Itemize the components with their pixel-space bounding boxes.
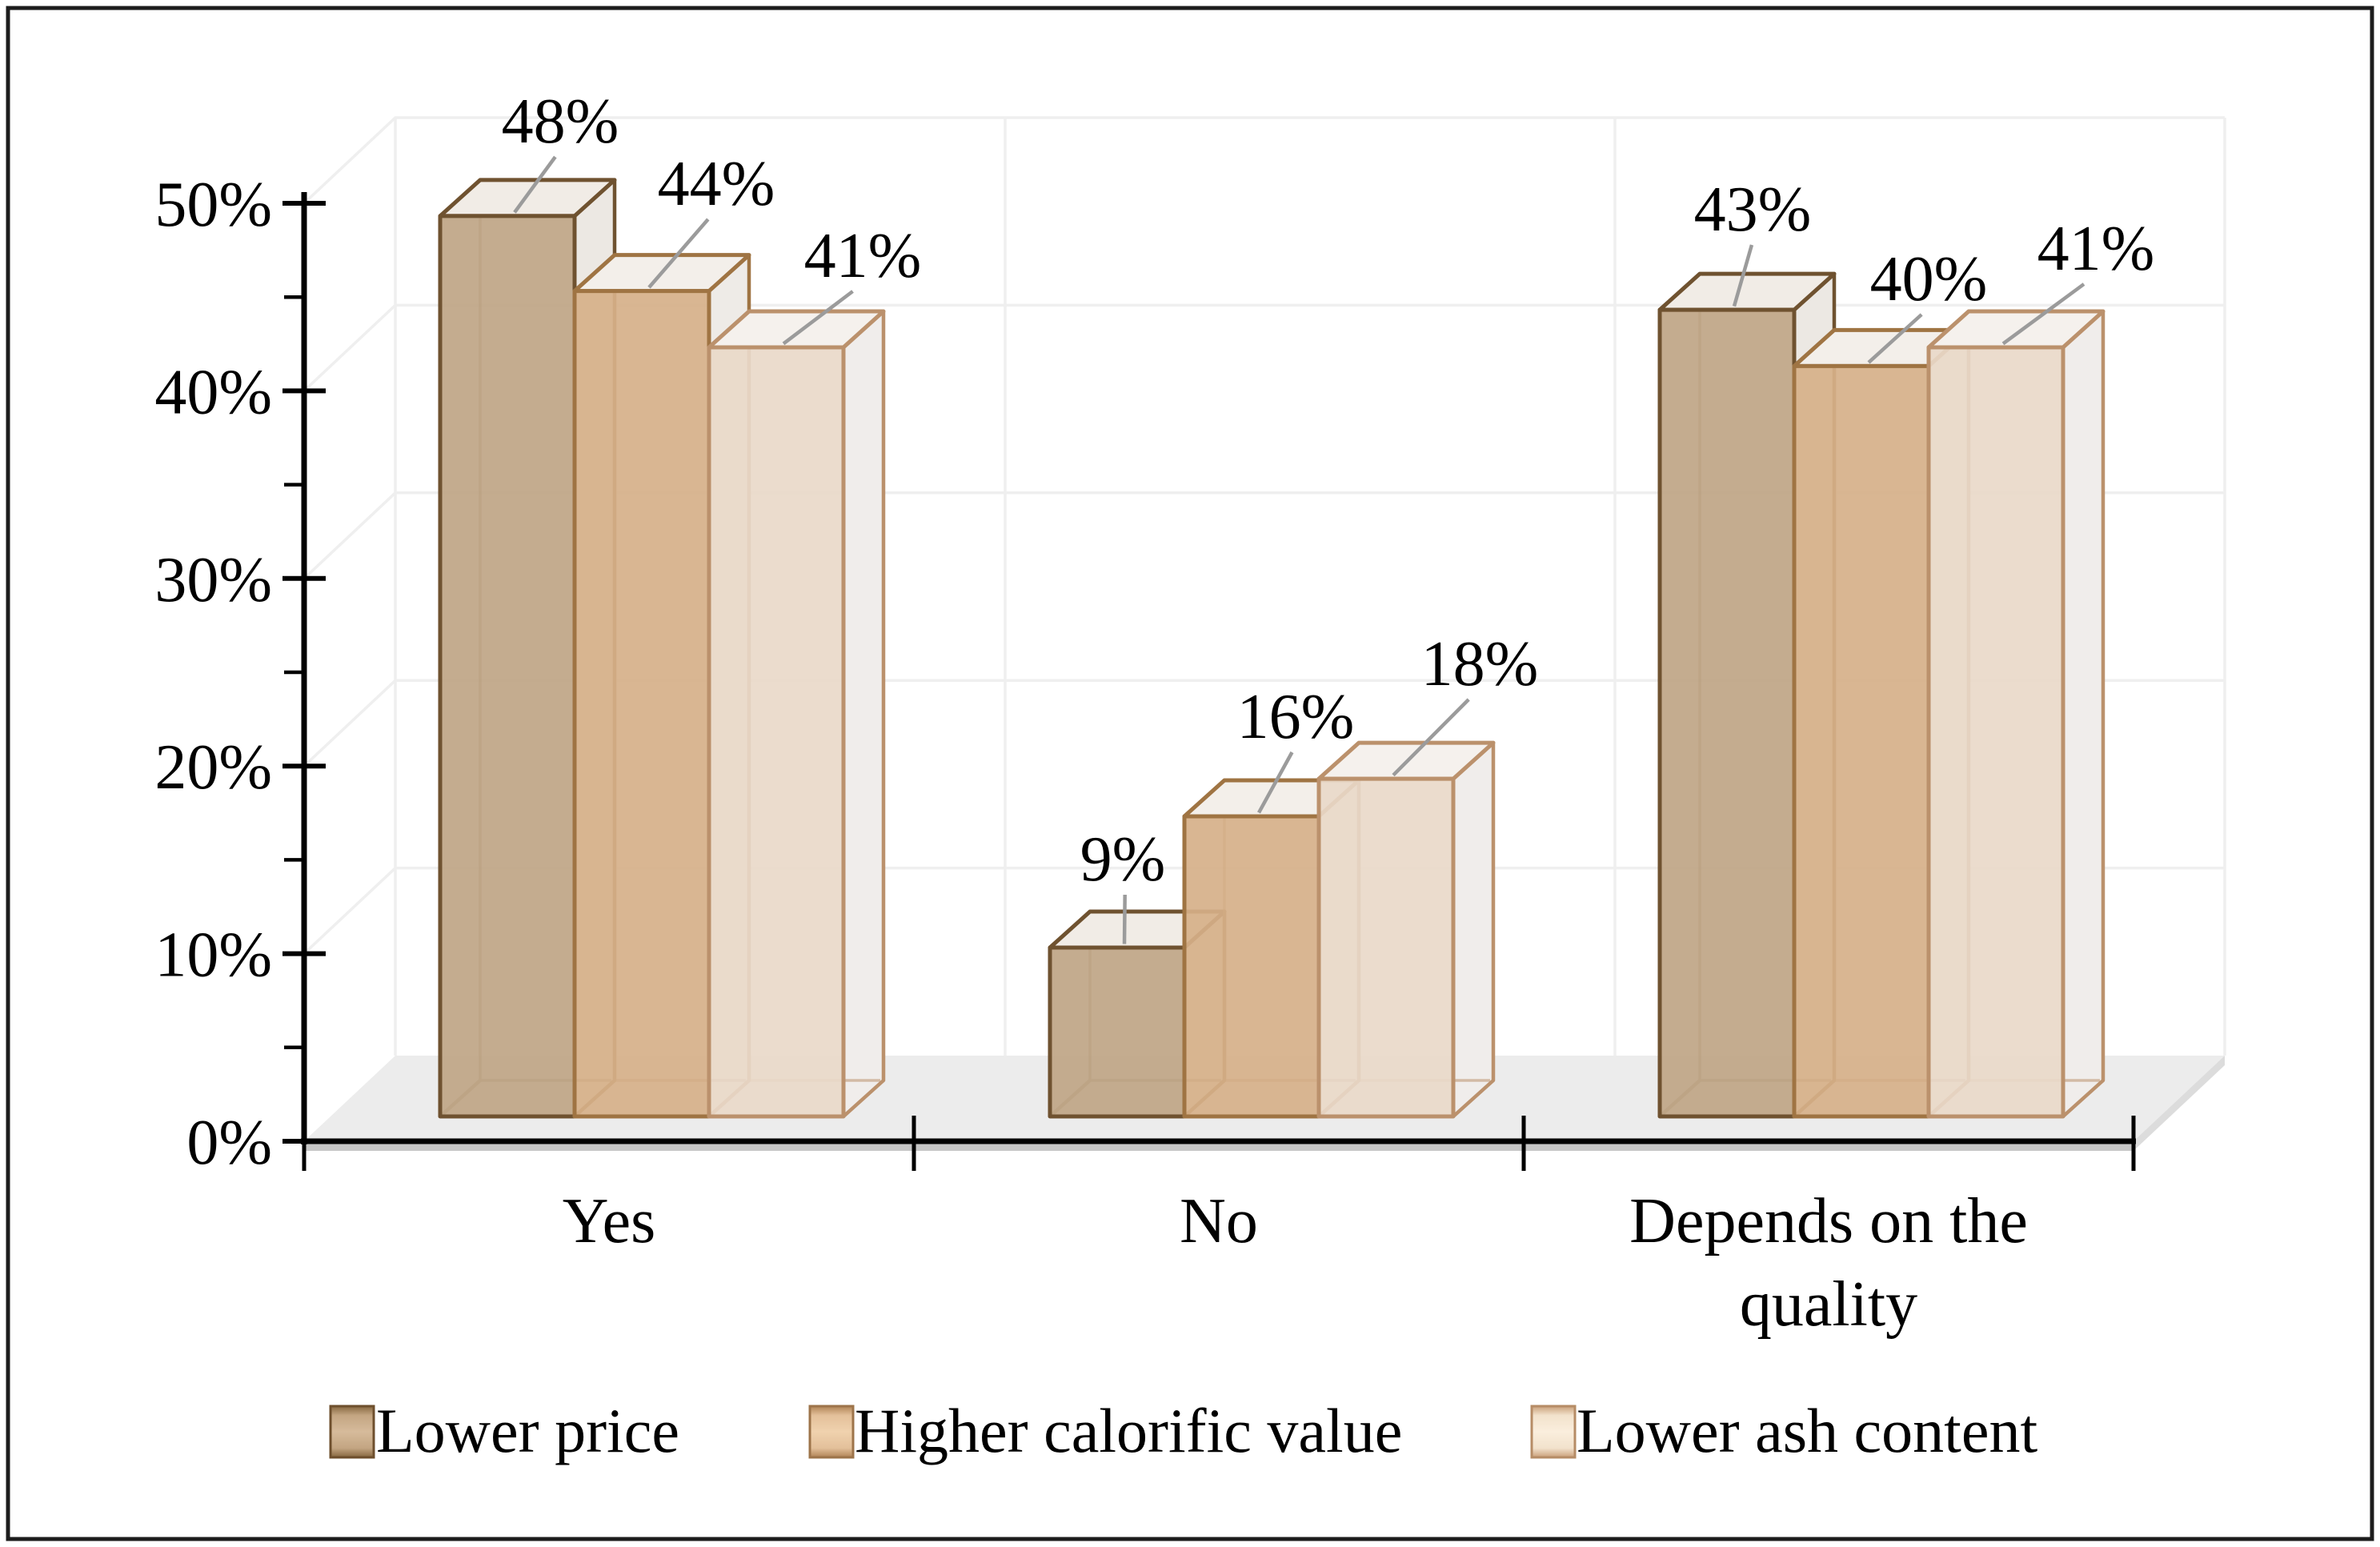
bar-side-face [841, 309, 886, 1119]
legend: Lower price Higher calorific value Lower a… [329, 1396, 2037, 1465]
bar-side-face [2061, 309, 2106, 1119]
gridlines [303, 116, 2226, 1056]
label-leader-line [1392, 698, 1470, 777]
label-leader-line [1867, 313, 1923, 364]
label-leader-line [782, 290, 854, 346]
data-label: 43% [1694, 174, 1812, 245]
bars [438, 178, 2106, 1119]
label-leader-line [2001, 283, 2086, 346]
figure-border [6, 6, 2374, 1541]
legend-swatch-icon [329, 1405, 375, 1459]
data-labels: 48% 44% 41% 9% 16% 18% 43% 40% 41% [502, 86, 2155, 944]
label-leader-line [1257, 751, 1294, 814]
bar-lower-ash-content-depends-on-the-quality [1926, 309, 2106, 1119]
floor-right-side [2134, 1056, 2225, 1151]
category-label-line: No [1180, 1186, 1258, 1256]
bar-front-face [1316, 776, 1456, 1119]
axes [282, 192, 2136, 1171]
data-label: 16% [1237, 682, 1355, 752]
bar-front-face [1926, 345, 2065, 1119]
bar-front-face [1182, 814, 1321, 1119]
category-label-line: quality [1740, 1269, 1917, 1340]
y-tick-label-30: 30% [154, 545, 272, 615]
category-label-line: Depends on the [1629, 1186, 2028, 1256]
label-leader-line [1732, 244, 1754, 307]
legend-item-lower-price: Lower price [329, 1396, 679, 1465]
category-label-line: Yes [563, 1186, 655, 1256]
floor-front-edge [304, 1144, 2134, 1151]
y-tick-label-20: 20% [154, 732, 272, 803]
legend-swatch-icon [1530, 1405, 1577, 1459]
legend-label: Lower price [376, 1396, 679, 1465]
bar-front-face [707, 345, 846, 1119]
legend-item-lower-ash-content: Lower ash content [1530, 1396, 2037, 1465]
data-label: 44% [658, 149, 775, 219]
category-label-yes: Yes [563, 1186, 655, 1256]
label-leader-line [513, 155, 557, 214]
label-leader-line [647, 218, 710, 289]
bar-lower-ash-content-yes [707, 309, 886, 1119]
label-leader-line [1122, 894, 1127, 944]
data-label: 40% [1870, 244, 1988, 315]
data-label: 18% [1421, 629, 1539, 699]
bar-front-face [438, 214, 577, 1119]
legend-label: Higher calorific value [855, 1396, 1402, 1465]
bar-front-face [1657, 307, 1797, 1119]
y-tick-label-50: 50% [154, 170, 272, 240]
category-label-depends-on-the-quality: Depends on the quality [1629, 1186, 2028, 1340]
bar-front-face [572, 289, 711, 1119]
bar-lower-ash-content-no [1316, 740, 1496, 1119]
bar-front-face [1792, 363, 1931, 1119]
category-label-no: No [1180, 1186, 1258, 1256]
y-tick-label-40: 40% [154, 357, 272, 427]
y-tick-label-10: 10% [154, 920, 272, 991]
legend-item-higher-calorific-value: Higher calorific value [808, 1396, 1402, 1465]
legend-swatch-icon [808, 1405, 855, 1459]
data-label: 9% [1080, 824, 1166, 895]
bar-front-face [1048, 945, 1187, 1119]
data-label: 41% [2037, 214, 2155, 284]
legend-label: Lower ash content [1577, 1396, 2037, 1465]
bar-side-face [1451, 740, 1496, 1119]
data-label: 41% [804, 221, 922, 291]
data-label: 48% [502, 86, 619, 157]
y-tick-label-0: 0% [186, 1108, 272, 1178]
